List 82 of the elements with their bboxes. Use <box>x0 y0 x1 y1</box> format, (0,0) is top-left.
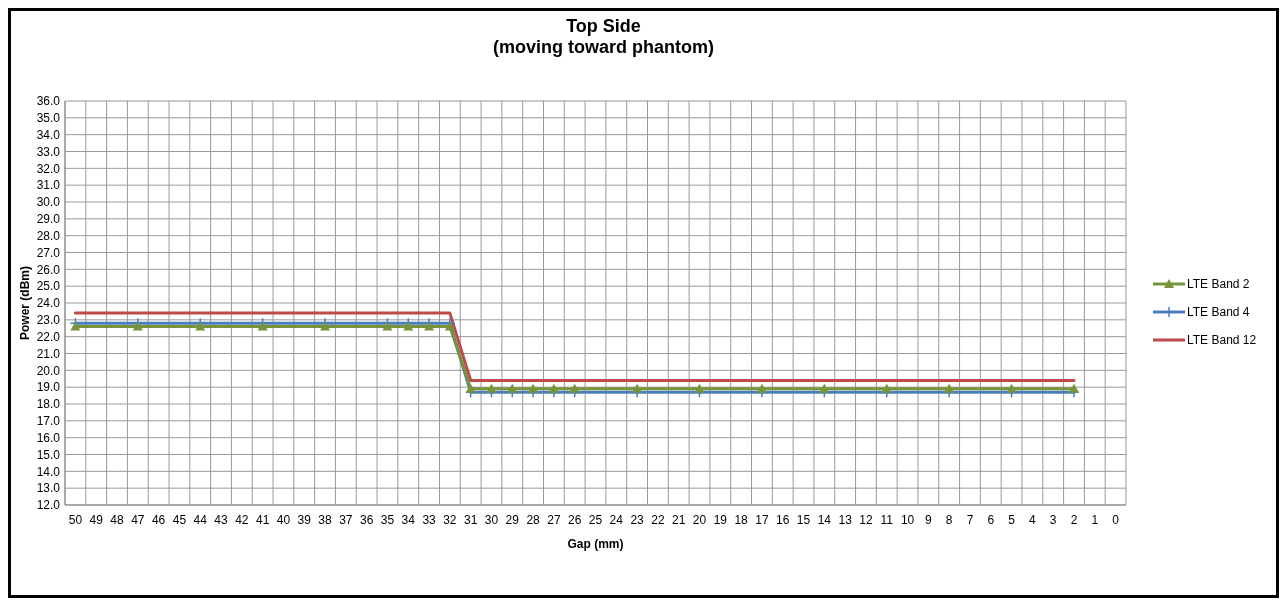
x-tick-label: 34 <box>401 513 416 527</box>
x-tick-label: 15 <box>796 513 811 527</box>
x-tick-label: 49 <box>89 513 104 527</box>
y-tick-label: 21.0 <box>36 346 61 361</box>
x-tick-label: 20 <box>692 513 707 527</box>
x-tick-label: 44 <box>193 513 208 527</box>
x-tick-label: 48 <box>110 513 124 527</box>
x-tick-label: 10 <box>900 513 915 527</box>
x-tick-label: 24 <box>609 513 624 527</box>
y-axis-title: Power (dBm) <box>18 265 32 341</box>
y-tick-label: 34.0 <box>36 127 61 142</box>
y-tick-label: 30.0 <box>36 195 61 210</box>
y-tick-label: 36.0 <box>36 94 61 109</box>
x-tick-label: 19 <box>713 513 728 527</box>
legend-label: LTE Band 12 <box>1187 333 1257 348</box>
x-tick-label: 12 <box>859 513 873 527</box>
x-tick-label: 29 <box>505 513 520 527</box>
x-tick-label: 23 <box>630 513 645 527</box>
x-tick-label: 14 <box>817 513 832 527</box>
x-tick-label: 42 <box>235 513 249 527</box>
x-tick-label: 40 <box>276 513 291 527</box>
x-tick-label: 17 <box>755 513 769 527</box>
x-tick-label: 3 <box>1049 513 1057 527</box>
x-tick-label: 0 <box>1112 513 1120 527</box>
y-tick-label: 13.0 <box>36 481 61 496</box>
x-tick-label: 7 <box>966 513 974 527</box>
x-tick-label: 5 <box>1008 513 1016 527</box>
y-tick-label: 16.0 <box>36 430 61 445</box>
x-tick-label: 50 <box>68 513 83 527</box>
x-tick-label: 27 <box>547 513 561 527</box>
chart-title: Top Side (moving toward phantom) <box>493 16 714 57</box>
x-tick-label: 2 <box>1070 513 1078 527</box>
x-tick-label: 28 <box>526 513 541 527</box>
y-tick-label: 22.0 <box>36 329 61 344</box>
y-tick-label: 24.0 <box>36 296 61 311</box>
x-tick-label: 32 <box>443 513 457 527</box>
y-tick-label: 26.0 <box>36 262 61 277</box>
y-tick-label: 32.0 <box>36 161 61 176</box>
y-tick-label: 33.0 <box>36 144 61 159</box>
x-tick-label: 35 <box>380 513 395 527</box>
y-tick-label: 15.0 <box>36 447 61 462</box>
y-tick-label: 29.0 <box>36 212 61 227</box>
legend-label: LTE Band 2 <box>1187 277 1250 292</box>
x-axis-title: Gap (mm) <box>567 537 624 551</box>
x-tick-label: 30 <box>484 513 499 527</box>
x-tick-label: 26 <box>568 513 582 527</box>
y-tick-label: 31.0 <box>36 178 61 193</box>
y-tick-label: 14.0 <box>36 464 61 479</box>
y-tick-label: 18.0 <box>36 397 61 412</box>
x-tick-label: 41 <box>255 513 270 527</box>
y-tick-label: 20.0 <box>36 363 61 378</box>
x-tick-label: 45 <box>172 513 187 527</box>
y-tick-label: 12.0 <box>36 498 61 513</box>
x-tick-label: 11 <box>880 513 894 527</box>
x-tick-label: 1 <box>1091 513 1099 527</box>
y-tick-label: 23.0 <box>36 313 61 328</box>
x-tick-label: 22 <box>651 513 665 527</box>
x-tick-label: 18 <box>734 513 749 527</box>
x-tick-label: 47 <box>131 513 145 527</box>
x-tick-label: 36 <box>359 513 374 527</box>
x-tick-label: 33 <box>422 513 437 527</box>
y-tick-label: 27.0 <box>36 245 61 260</box>
x-tick-label: 46 <box>151 513 166 527</box>
x-tick-label: 21 <box>672 513 686 527</box>
y-tick-label: 28.0 <box>36 228 61 243</box>
y-tick-label: 25.0 <box>36 279 61 294</box>
legend-label: LTE Band 4 <box>1187 305 1250 320</box>
x-tick-label: 38 <box>318 513 333 527</box>
x-tick-label: 16 <box>776 513 790 527</box>
x-tick-label: 43 <box>214 513 229 527</box>
x-tick-label: 25 <box>588 513 603 527</box>
x-tick-label: 8 <box>945 513 953 527</box>
x-tick-label: 6 <box>987 513 995 527</box>
y-tick-label: 19.0 <box>36 380 61 395</box>
x-tick-label: 9 <box>925 513 933 527</box>
x-tick-label: 37 <box>339 513 353 527</box>
x-tick-label: 13 <box>838 513 853 527</box>
y-tick-label: 17.0 <box>36 414 61 429</box>
y-tick-label: 35.0 <box>36 111 61 126</box>
x-tick-label: 39 <box>297 513 312 527</box>
x-tick-label: 31 <box>464 513 478 527</box>
x-tick-label: 4 <box>1029 513 1037 527</box>
